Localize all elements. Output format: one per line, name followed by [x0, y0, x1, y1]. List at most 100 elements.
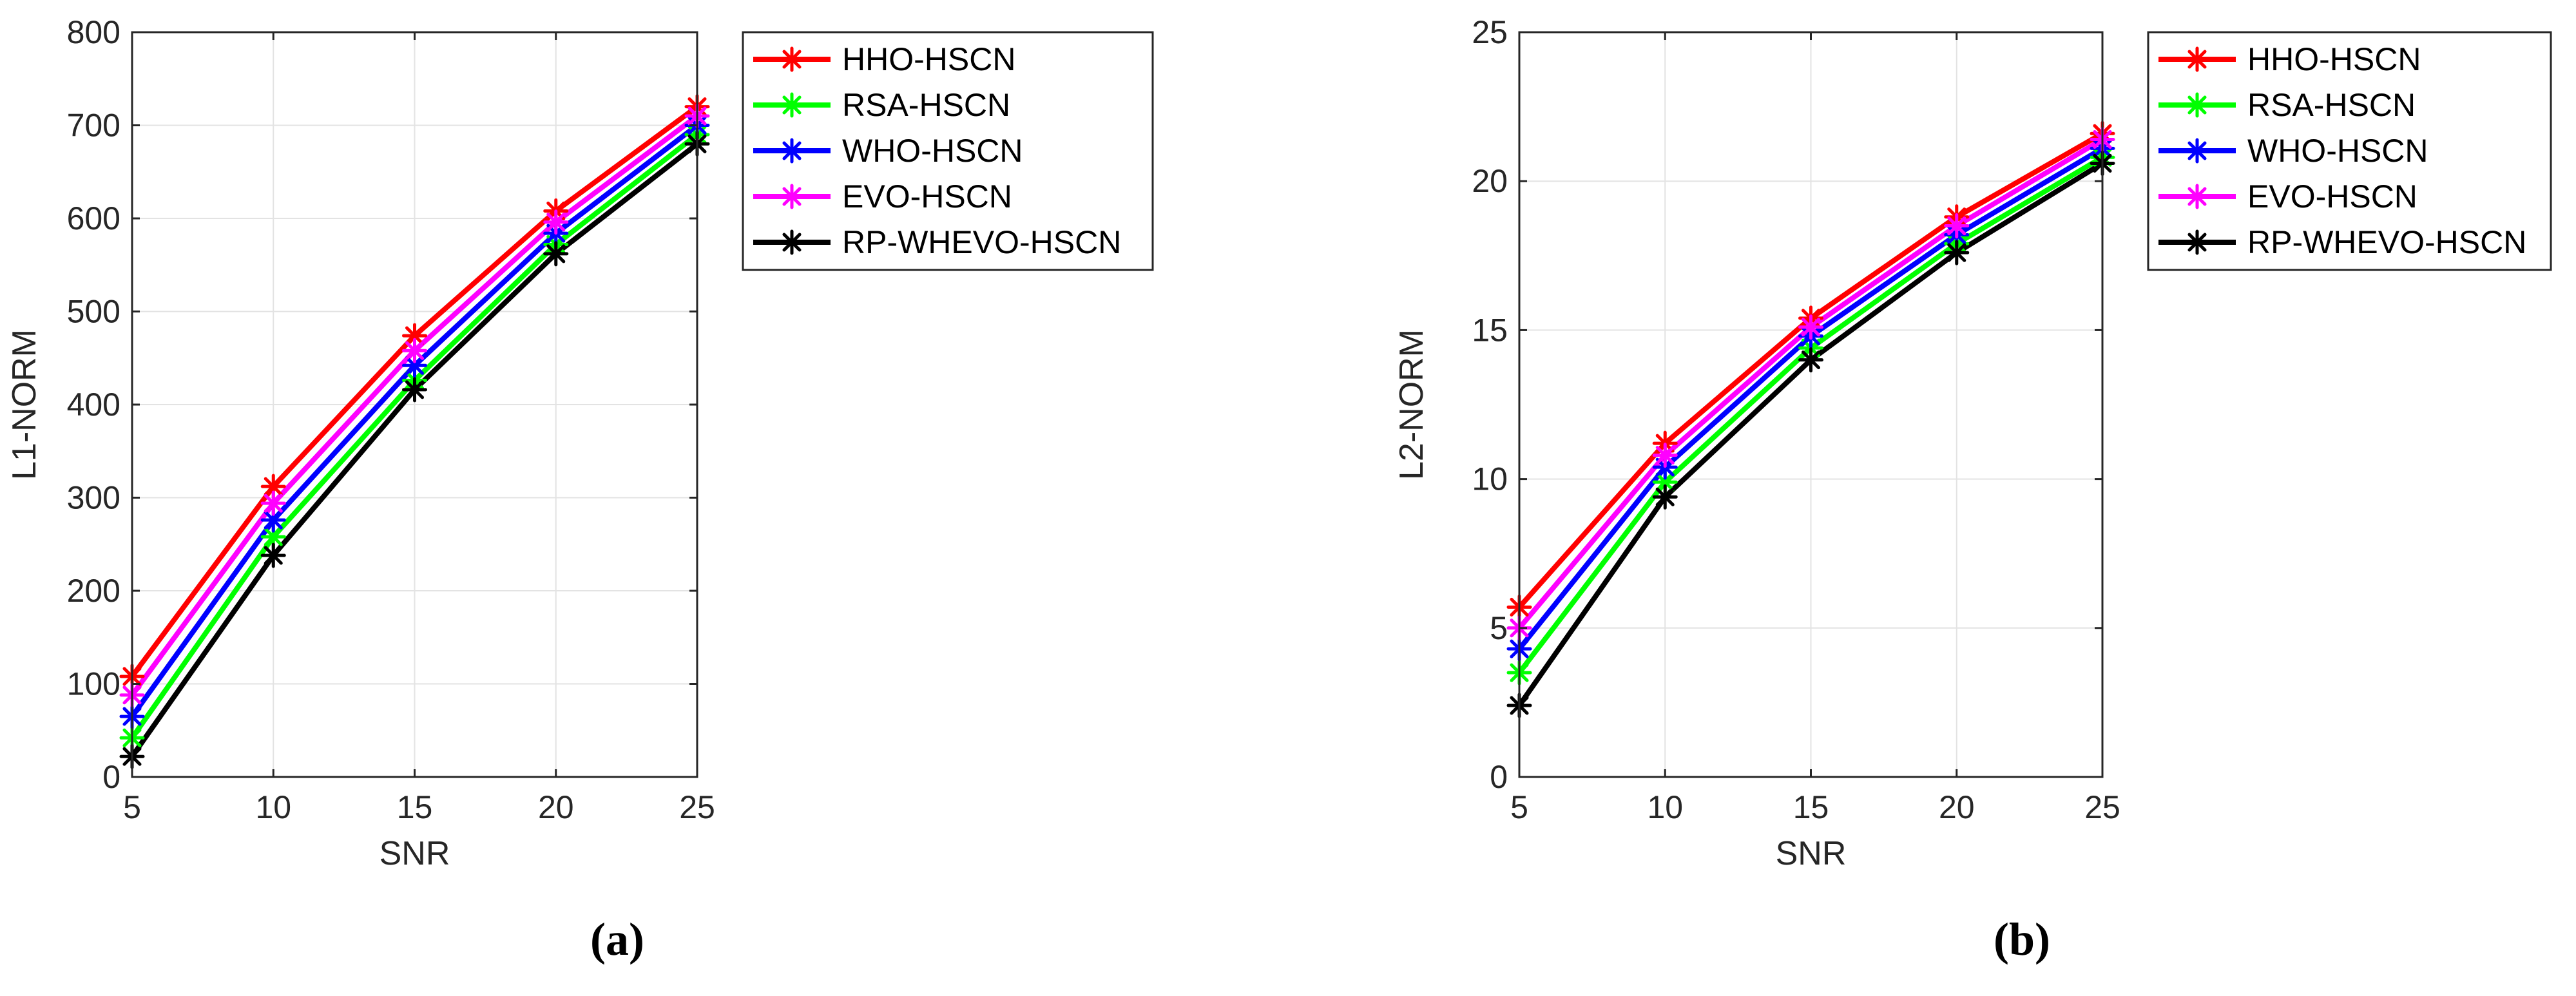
- y-tick-label: 800: [67, 14, 120, 50]
- legend: HHO-HSCN RSA-HSCN WHO-HSCN EVO-HSCN RP-WHEVO…: [2147, 31, 2552, 271]
- legend-marker-evo-hscn-stroke: [2187, 187, 2207, 206]
- series-marker-evo-hscn: [1798, 314, 1823, 340]
- legend-marker-rsa-hscn: [2184, 92, 2210, 118]
- legend-label: RSA-HSCN: [2247, 87, 2416, 123]
- x-tick-label: 20: [1939, 789, 1975, 825]
- series-marker-evo-hscn: [1652, 443, 1678, 468]
- legend-label: RSA-HSCN: [842, 87, 1010, 123]
- subfigure-caption: (a): [590, 914, 644, 965]
- series-marker-hho-hscn: [402, 323, 427, 349]
- series-marker-evo-hscn-stroke: [1655, 446, 1675, 465]
- legend-label: RP-WHEVO-HSCN: [842, 224, 1121, 260]
- legend-marker-rp-whevo-hscn-stroke: [2187, 233, 2207, 252]
- series-marker-rp-whevo-hscn: [260, 542, 286, 568]
- series-marker-evo-hscn: [1944, 213, 1970, 239]
- series-marker-rp-whevo-hscn-stroke: [1947, 243, 1966, 262]
- legend-label: HHO-HSCN: [842, 41, 1015, 77]
- legend-marker-who-hscn: [779, 138, 805, 164]
- series-marker-evo-hscn: [260, 490, 286, 516]
- x-axis-label: SNR: [1776, 835, 1847, 872]
- legend-marker-hho-hscn: [2184, 46, 2210, 72]
- y-tick-label: 200: [67, 573, 120, 609]
- legend-box: [742, 31, 1154, 271]
- legend-label: EVO-HSCN: [842, 178, 1012, 215]
- legend-marker-hho-hscn-stroke: [2187, 50, 2207, 69]
- series-marker-evo-hscn-stroke: [405, 341, 425, 360]
- x-tick-label: 5: [1510, 789, 1528, 825]
- legend-marker-who-hscn-stroke: [2187, 141, 2207, 160]
- y-tick-label: 100: [67, 666, 120, 702]
- series-marker-hho-hscn-stroke: [264, 477, 283, 496]
- series-marker-rp-whevo-hscn: [1798, 347, 1823, 373]
- y-tick-label: 300: [67, 480, 120, 516]
- series-marker-who-hscn-stroke: [264, 510, 283, 530]
- chart-a: 5 10 15 20 25 0 100 200 300 400 500 600 700 800 SNR L1-…: [6, 14, 1154, 965]
- x-tick-label: 10: [1647, 789, 1683, 825]
- y-tick-label: 5: [1490, 610, 1508, 646]
- x-tick-label: 20: [538, 789, 574, 825]
- legend: HHO-HSCN RSA-HSCN WHO-HSCN EVO-HSCN RP-WHEVO…: [742, 31, 1154, 271]
- series-marker-evo-hscn-stroke: [1947, 216, 1966, 236]
- legend-marker-rp-whevo-hscn: [2184, 229, 2210, 255]
- x-tick-label: 25: [679, 789, 715, 825]
- series-marker-evo-hscn-stroke: [264, 493, 283, 513]
- series-marker-hho-hscn: [260, 474, 286, 499]
- x-axis-label: SNR: [380, 835, 450, 872]
- y-tick-label: 600: [67, 200, 120, 236]
- y-tick-label: 500: [67, 294, 120, 330]
- series-marker-rp-whevo-hscn-stroke: [405, 380, 425, 399]
- series-marker-evo-hscn: [402, 338, 427, 363]
- legend-marker-who-hscn-stroke: [782, 141, 802, 160]
- x-tick-label: 5: [123, 789, 141, 825]
- series-marker-rp-whevo-hscn-stroke: [546, 244, 566, 263]
- legend-marker-rsa-hscn-stroke: [2187, 95, 2207, 115]
- y-tick-label: 10: [1472, 461, 1508, 497]
- y-tick-label: 0: [1490, 759, 1508, 795]
- y-axis-label: L1-NORM: [6, 329, 43, 480]
- series-marker-rp-whevo-hscn: [1652, 484, 1678, 510]
- x-tick-label: 15: [397, 789, 433, 825]
- legend-marker-evo-hscn-stroke: [782, 187, 802, 206]
- series-marker-evo-hscn-stroke: [1801, 318, 1821, 337]
- legend-marker-rp-whevo-hscn-stroke: [782, 233, 802, 252]
- series-marker-rp-whevo-hscn: [543, 241, 569, 267]
- series-marker-rsa-hscn-stroke: [1655, 472, 1675, 492]
- legend-marker-evo-hscn: [2184, 184, 2210, 209]
- subfigure-caption: (b): [1994, 914, 2050, 965]
- legend-marker-hho-hscn: [779, 46, 805, 72]
- series-marker-rp-whevo-hscn: [402, 377, 427, 403]
- x-tick-label: 10: [255, 789, 291, 825]
- chart-b: 5 10 15 20 250510152025SNRL2-NORMHHO-HSCNRSA…: [1393, 14, 2552, 965]
- legend-label: RP-WHEVO-HSCN: [2247, 224, 2526, 260]
- series-marker-evo-hscn-stroke: [546, 213, 566, 232]
- y-tick-label: 25: [1472, 14, 1508, 50]
- legend-label: EVO-HSCN: [2247, 178, 2417, 215]
- x-tick-label: 25: [2084, 789, 2120, 825]
- legend-marker-who-hscn: [2184, 138, 2210, 164]
- series-marker-rp-whevo-hscn-stroke: [1655, 487, 1675, 506]
- y-tick-label: 0: [102, 759, 120, 795]
- y-tick-label: 20: [1472, 163, 1508, 199]
- y-tick-label: 700: [67, 108, 120, 144]
- series-marker-rp-whevo-hscn: [1944, 240, 1970, 265]
- x-tick-label: 15: [1793, 789, 1829, 825]
- legend-marker-rsa-hscn-stroke: [782, 95, 802, 115]
- y-tick-label: 400: [67, 387, 120, 423]
- series-marker-evo-hscn: [543, 209, 569, 235]
- series-marker-hho-hscn-stroke: [405, 326, 425, 345]
- legend-label: WHO-HSCN: [842, 133, 1023, 169]
- y-axis-label: L2-NORM: [1393, 329, 1430, 480]
- legend-label: WHO-HSCN: [2247, 133, 2428, 169]
- series-marker-rsa-hscn-stroke: [264, 527, 283, 546]
- legend-label: HHO-HSCN: [2247, 41, 2421, 77]
- legend-marker-rsa-hscn: [779, 92, 805, 118]
- series-marker-who-hscn-stroke: [405, 356, 425, 375]
- series-marker-rp-whevo-hscn-stroke: [264, 546, 283, 565]
- series-marker-rp-whevo-hscn-stroke: [1801, 350, 1821, 370]
- legend-marker-evo-hscn: [779, 184, 805, 209]
- legend-marker-hho-hscn-stroke: [782, 50, 802, 69]
- y-tick-label: 15: [1472, 312, 1508, 348]
- legend-marker-rp-whevo-hscn: [779, 229, 805, 255]
